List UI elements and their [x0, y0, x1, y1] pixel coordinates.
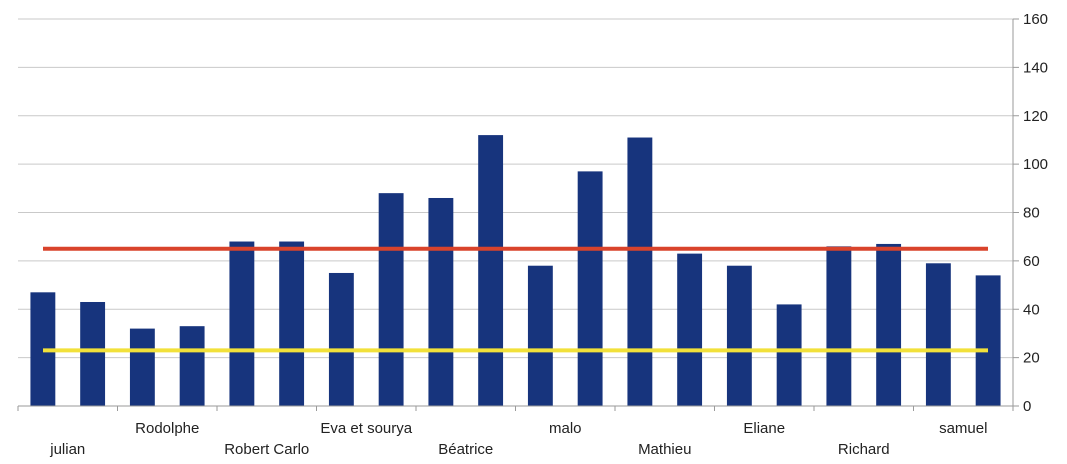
y-tick-label: 140 — [1023, 59, 1048, 76]
labels: 0 20 40 60 80 100 120 140 160 julian Rodolphe Rober… — [49, 11, 1048, 458]
x-tick-label: Eva et sourya — [320, 420, 412, 437]
bar — [428, 197, 454, 406]
x-tick-label: samuel — [939, 420, 987, 437]
bar — [179, 326, 205, 406]
x-tick-label: julian — [49, 441, 85, 458]
bar — [527, 265, 553, 406]
x-tick-label: Richard — [838, 441, 890, 458]
bars — [30, 135, 1001, 407]
bar — [80, 301, 106, 406]
x-tick-label: Robert Carlo — [224, 441, 309, 458]
bar — [726, 265, 752, 406]
bar — [328, 272, 354, 406]
bar — [279, 241, 305, 406]
bar — [925, 263, 951, 406]
bar — [627, 137, 653, 407]
y-tick-label: 20 — [1023, 350, 1040, 367]
y-tick-label: 0 — [1023, 398, 1031, 415]
bar — [776, 304, 802, 406]
x-tick-label: Mathieu — [638, 441, 691, 458]
bar — [378, 193, 404, 406]
bar — [577, 171, 603, 406]
y-tick-label: 100 — [1023, 156, 1048, 173]
x-tick-label: malo — [549, 420, 582, 437]
axes — [17, 18, 1019, 411]
y-tick-label: 80 — [1023, 205, 1040, 222]
bar — [229, 241, 255, 406]
bar — [876, 243, 902, 406]
y-tick-label: 120 — [1023, 108, 1048, 125]
gridlines — [18, 18, 1013, 359]
bar — [975, 275, 1001, 406]
y-tick-label: 160 — [1023, 11, 1048, 28]
y-tick-label: 60 — [1023, 253, 1040, 270]
bar — [677, 253, 703, 406]
x-tick-label: Rodolphe — [135, 420, 199, 437]
reference-lines — [43, 246, 988, 353]
x-tick-label: Béatrice — [438, 441, 493, 458]
bar — [129, 328, 155, 406]
y-tick-label: 40 — [1023, 301, 1040, 318]
bar — [826, 246, 852, 406]
x-tick-label: Eliane — [743, 420, 785, 437]
bar — [478, 135, 504, 406]
